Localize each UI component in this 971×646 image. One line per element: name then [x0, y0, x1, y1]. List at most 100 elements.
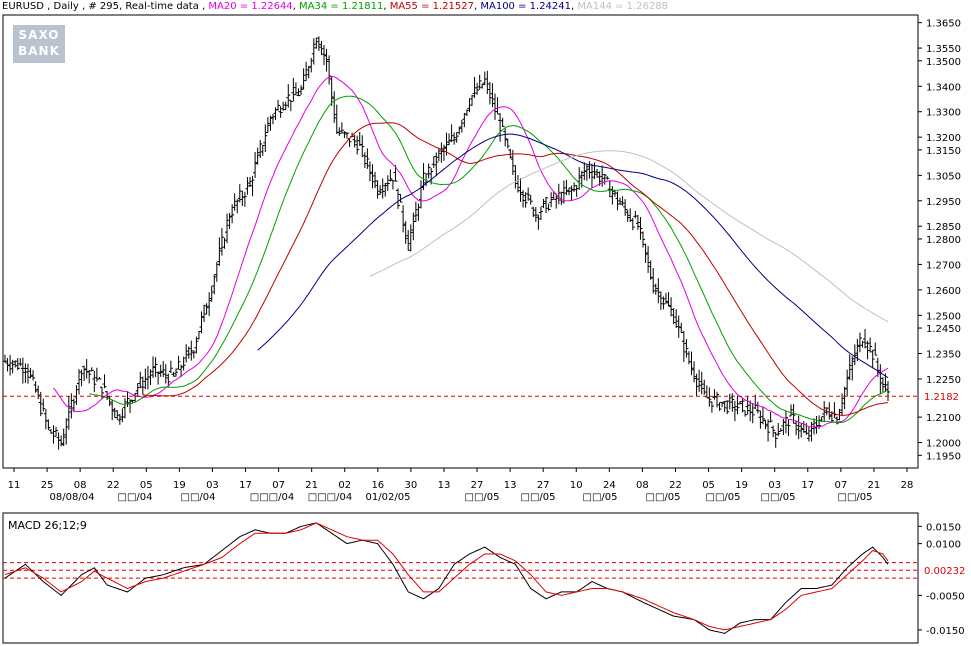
x-day-label: 25 — [41, 480, 54, 491]
current-price-label: 1.2182 — [924, 392, 959, 403]
saxo-bank-logo: SAXO BANK — [13, 25, 65, 63]
x-month-label: □□/05 — [838, 492, 873, 503]
x-day-label: 17 — [801, 480, 814, 491]
price-y-tick-label: 1.3050 — [926, 171, 961, 182]
macd-series-lines — [4, 522, 889, 634]
x-month-label: □□/05 — [521, 492, 556, 503]
x-day-label: 08 — [636, 480, 649, 491]
sep-8: , — [571, 1, 578, 12]
current-price-line: 1.2182 — [3, 392, 959, 403]
moving-average-lines — [53, 75, 889, 428]
x-day-label: 28 — [901, 480, 914, 491]
ma144-label: MA144 = 1.26288 — [577, 1, 669, 12]
x-day-label: 27 — [471, 480, 484, 491]
sep-3: , — [119, 1, 126, 12]
price-y-tick-label: 1.3400 — [926, 82, 961, 93]
x-day-label: 19 — [735, 480, 748, 491]
x-day-label: 24 — [603, 480, 616, 491]
ma100-line — [257, 133, 889, 379]
sep-2: , — [78, 1, 89, 12]
x-day-label: 16 — [371, 480, 384, 491]
ma100-label: MA100 = 1.24241 — [480, 1, 572, 12]
price-y-tick-label: 1.2250 — [926, 375, 961, 386]
macd-y-tick-label: 0.0150 — [926, 522, 961, 533]
period-label: Daily — [53, 1, 79, 12]
ma144-line — [369, 150, 889, 323]
x-month-label: 08/08/04 — [50, 492, 95, 503]
ma34-label: MA34 = 1.21811 — [299, 1, 384, 12]
ma55-label: MA55 = 1.21527 — [389, 1, 474, 12]
ma34-line — [89, 95, 889, 424]
symbol-label: EURUSD — [2, 1, 44, 12]
x-day-label: 22 — [669, 480, 682, 491]
x-day-label: 11 — [8, 480, 21, 491]
price-y-tick-label: 1.3500 — [926, 57, 961, 68]
macd-y-tick-label: -0.0050 — [926, 591, 965, 602]
x-day-label: 08 — [74, 480, 87, 491]
price-panel: 1.2182 1.36501.35501.35001.34001.33001.3… — [2, 14, 961, 469]
sep-6: , — [383, 1, 390, 12]
macd-y-tick-label: 0.0100 — [926, 540, 961, 551]
bars-label: # 295 — [88, 1, 120, 12]
price-y-tick-label: 1.1950 — [926, 451, 961, 462]
x-month-label: □□/05 — [761, 492, 796, 503]
price-y-tick-label: 1.3650 — [926, 19, 961, 30]
price-y-tick-label: 1.2850 — [926, 222, 961, 233]
sep-7: , — [474, 1, 481, 12]
price-y-tick-label: 1.3300 — [926, 108, 961, 119]
macd-signal-line — [4, 522, 889, 631]
price-y-tick-label: 1.2950 — [926, 197, 961, 208]
price-y-tick-label: 1.3200 — [926, 133, 961, 144]
x-month-label: □□/05 — [706, 492, 741, 503]
x-day-label: 13 — [504, 480, 517, 491]
chart-header: EURUSD , Daily , # 295, Real-time data ,… — [2, 0, 668, 14]
macd-title: MACD 26;12;9 — [8, 519, 87, 532]
macd-line — [4, 522, 889, 634]
x-day-label: 10 — [570, 480, 583, 491]
price-y-tick-label: 1.2000 — [926, 439, 961, 450]
macd-signal-lines — [3, 562, 918, 579]
macd-y-tick-label: -0.0150 — [926, 626, 965, 637]
x-day-label: 05 — [140, 480, 153, 491]
x-month-label: 01/02/05 — [366, 492, 411, 503]
ma20-label: MA20 = 1.22644 — [208, 1, 293, 12]
price-y-tick-label: 1.2450 — [926, 324, 961, 335]
ma20-line — [53, 75, 889, 428]
sep-5: , — [292, 1, 300, 12]
logo-line-2: BANK — [18, 44, 60, 58]
macd-y-axis: 0.0150 0.0100 -0.0050 -0.0150 0.00232 — [918, 522, 965, 637]
x-month-label: □□/04 — [181, 492, 216, 503]
x-month-label: □□/04 — [118, 492, 153, 503]
price-y-tick-label: 1.2100 — [926, 413, 961, 424]
price-y-tick-label: 1.2800 — [926, 235, 961, 246]
price-y-tick-label: 1.2600 — [926, 286, 961, 297]
price-y-tick-label: 1.2500 — [926, 311, 961, 322]
x-day-label: 02 — [338, 480, 351, 491]
x-month-label: □□□/04 — [250, 492, 294, 503]
macd-panel: MACD 26;12;9 0.01500.0100-0.0050-0.01500… — [2, 512, 965, 644]
price-y-tick-label: 1.2350 — [926, 349, 961, 360]
price-plot-frame — [2, 14, 919, 469]
price-y-tick-label: 1.3550 — [926, 44, 961, 55]
logo-line-1: SAXO — [18, 28, 60, 42]
x-day-label: 21 — [305, 480, 318, 491]
x-day-label: 03 — [206, 480, 219, 491]
x-month-label: □□/05 — [646, 492, 681, 503]
x-day-label: 22 — [107, 480, 120, 491]
feed-label: Real-time data — [125, 1, 199, 12]
ma55-line — [142, 122, 889, 416]
price-y-tick-label: 1.3150 — [926, 146, 961, 157]
price-y-tick-label: 1.2700 — [926, 260, 961, 271]
x-month-label: □□□/04 — [308, 492, 352, 503]
x-day-label: 21 — [868, 480, 881, 491]
sep-1: , — [43, 1, 54, 12]
price-y-axis: 1.3650 1.3550 1.3500 1.3400 1.3300 1.3200 1.31… — [918, 19, 961, 462]
macd-current-value-label: 0.00232 — [924, 566, 965, 577]
x-day-label: 05 — [702, 480, 715, 491]
x-day-label: 27 — [537, 480, 550, 491]
x-day-label: 03 — [768, 480, 781, 491]
time-x-axis: 11 25 08 22 05 19 03 17 07 21 02 16 30 13 27 13 27 10 24 08… — [8, 468, 914, 503]
x-day-label: 19 — [173, 480, 186, 491]
x-day-label: 17 — [239, 480, 252, 491]
